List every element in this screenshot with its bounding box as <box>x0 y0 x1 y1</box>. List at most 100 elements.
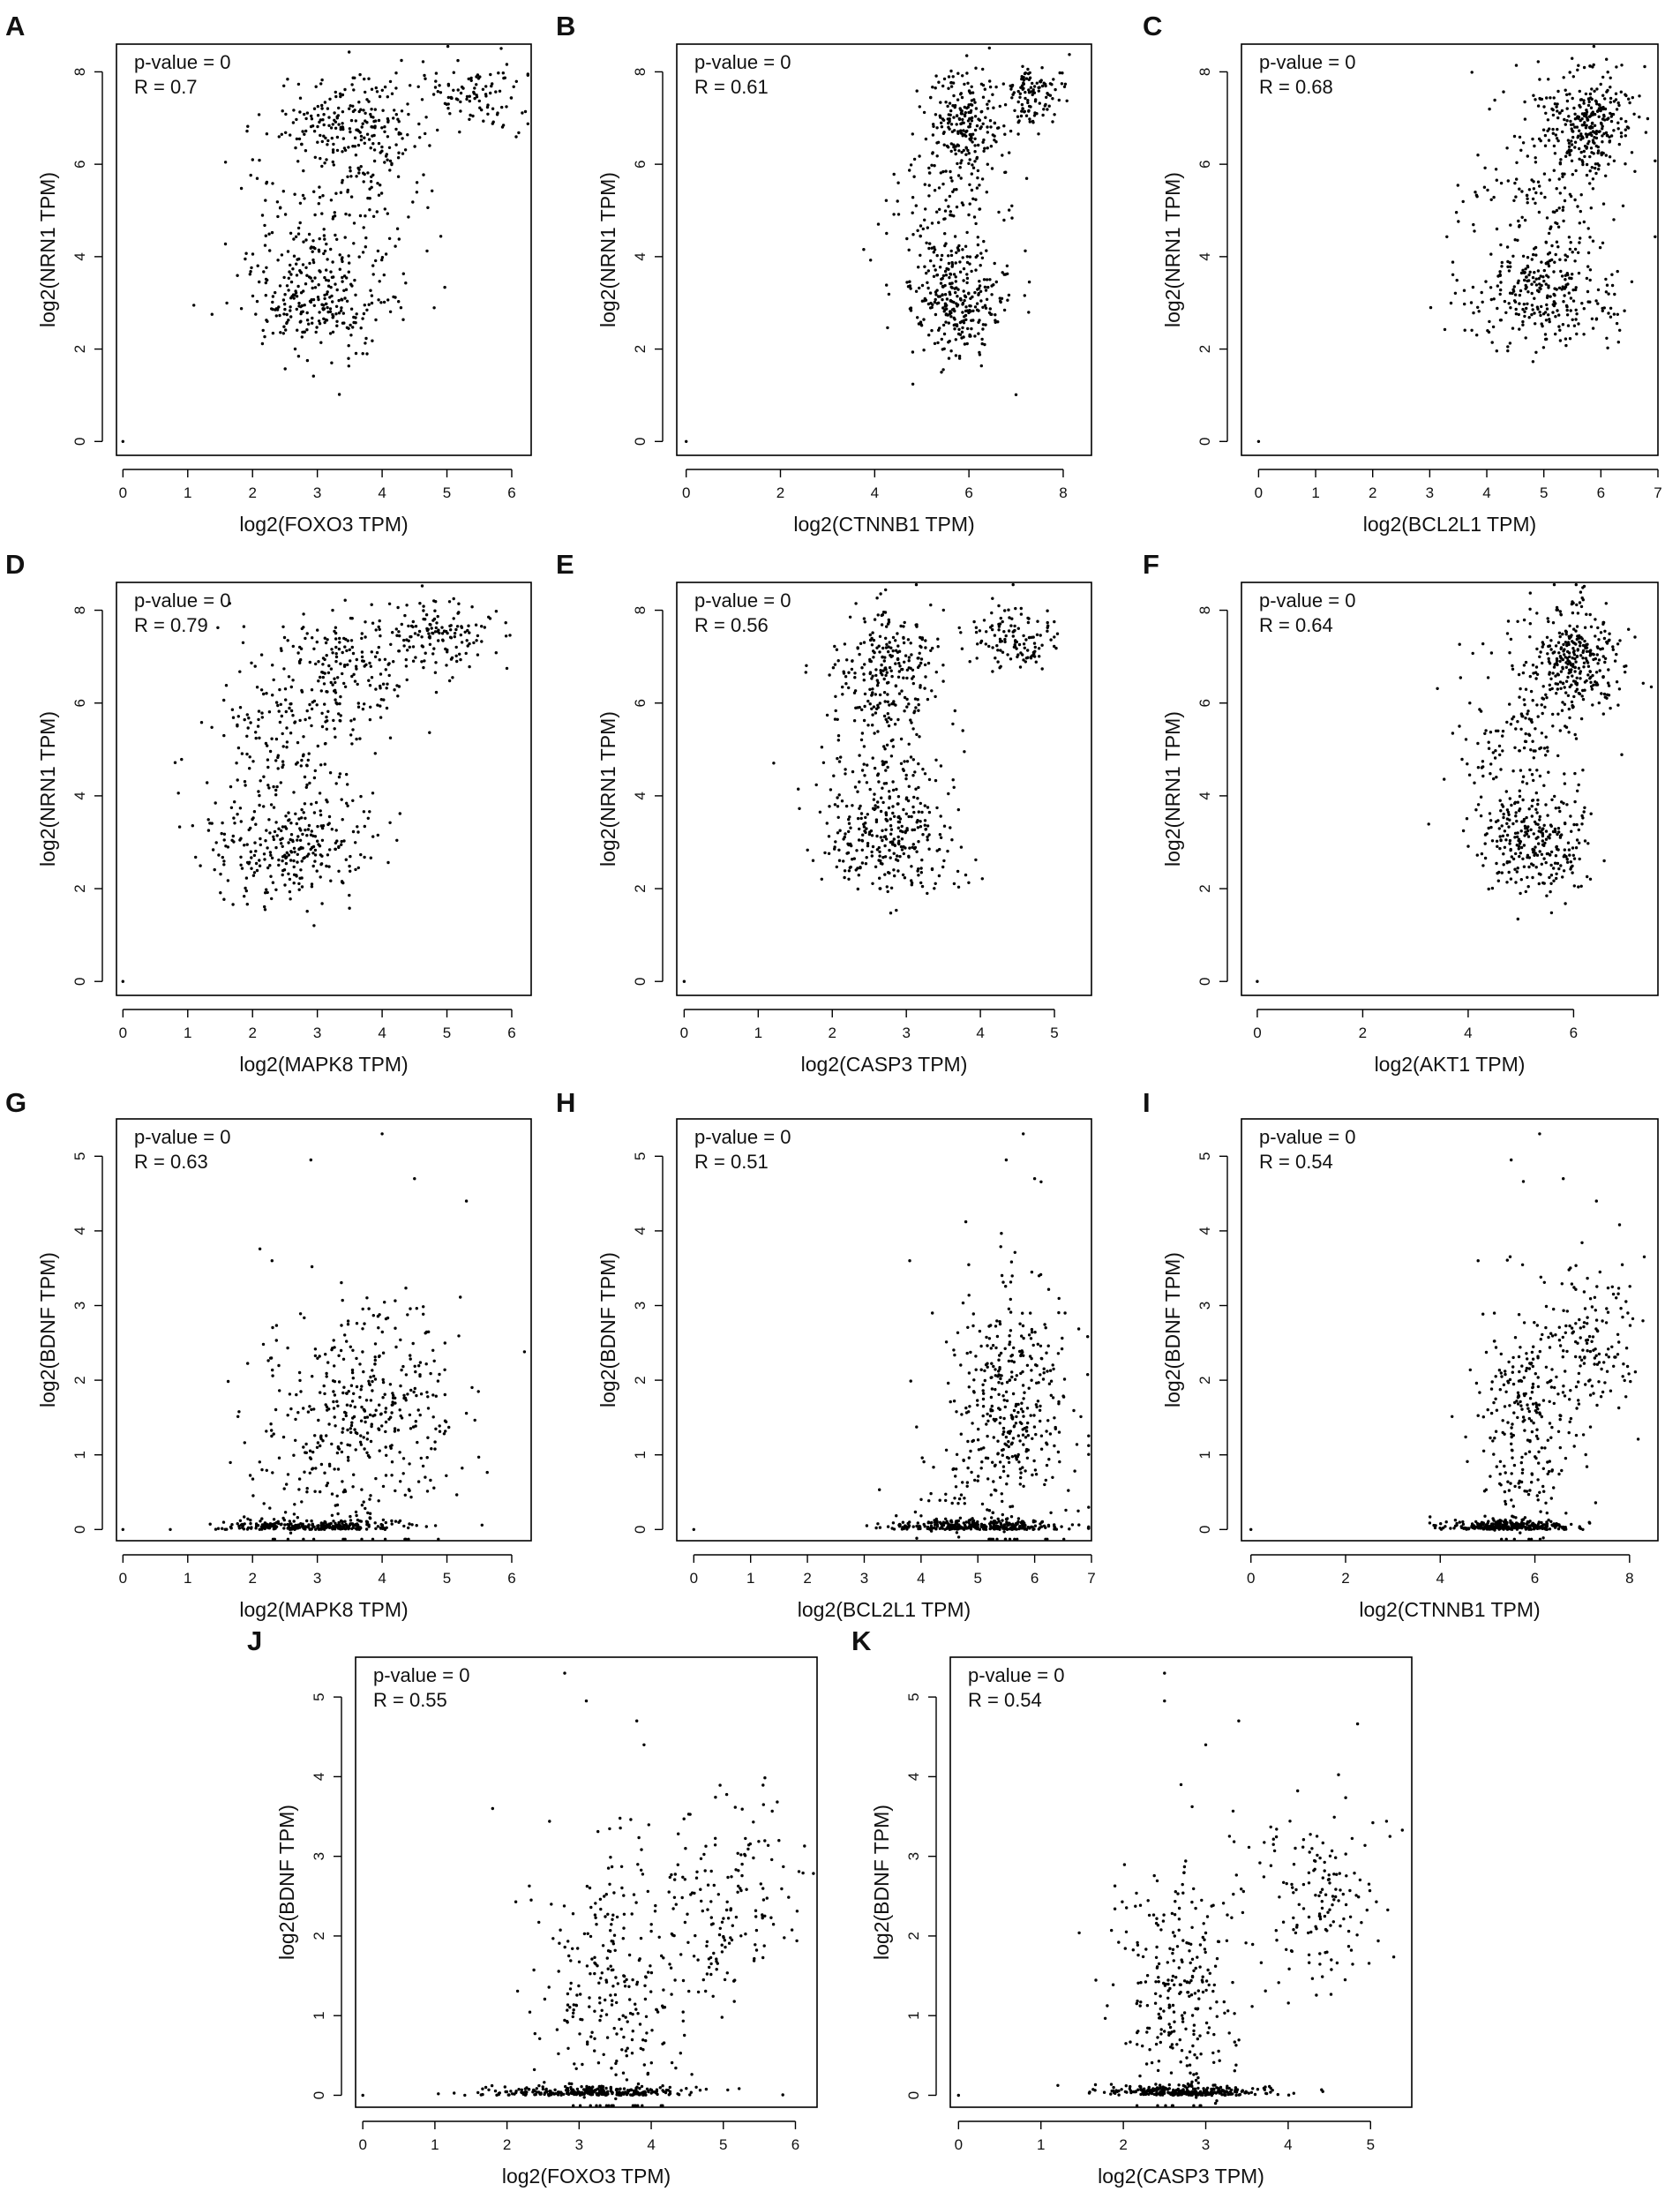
data-point <box>399 1384 402 1388</box>
data-point <box>1509 847 1512 852</box>
data-point <box>1028 120 1032 124</box>
data-point <box>969 109 973 113</box>
data-point <box>312 1407 316 1411</box>
data-point <box>403 148 408 152</box>
data-point <box>881 673 884 677</box>
data-point <box>916 229 919 232</box>
data-point <box>260 341 265 346</box>
panel-a-x-tick-label: 5 <box>443 484 451 501</box>
data-point <box>350 742 354 746</box>
data-point <box>367 303 371 306</box>
data-point <box>934 671 939 674</box>
data-point <box>1522 664 1526 667</box>
data-point <box>286 1346 289 1350</box>
data-point <box>950 308 955 311</box>
data-point <box>932 274 936 278</box>
data-point <box>1586 251 1591 255</box>
data-point <box>927 194 931 198</box>
data-point <box>248 860 251 864</box>
data-point <box>300 335 304 339</box>
data-point <box>963 82 966 86</box>
data-point <box>893 723 897 726</box>
data-point <box>1477 310 1481 313</box>
data-point <box>1511 857 1516 861</box>
data-point <box>334 631 338 635</box>
data-point <box>946 849 949 853</box>
data-point <box>246 1362 250 1365</box>
data-point <box>1525 782 1529 785</box>
data-point <box>422 173 425 176</box>
data-point <box>1511 254 1515 258</box>
data-point <box>369 112 372 116</box>
data-point <box>927 847 931 851</box>
data-point <box>1573 771 1577 776</box>
data-point <box>350 83 354 86</box>
data-point <box>319 133 322 138</box>
data-point <box>1531 739 1534 743</box>
data-point <box>1549 295 1552 298</box>
data-point <box>1505 822 1509 825</box>
data-point <box>387 236 392 240</box>
data-point <box>1551 311 1555 314</box>
data-point <box>271 182 274 185</box>
data-point <box>1568 71 1571 74</box>
data-point <box>206 818 210 822</box>
data-point <box>772 762 776 765</box>
data-point <box>1514 312 1519 316</box>
data-point <box>323 293 326 297</box>
data-point <box>1558 111 1562 115</box>
data-point <box>962 321 966 325</box>
data-point <box>340 839 343 844</box>
data-point <box>351 1348 355 1353</box>
data-point <box>396 1429 401 1432</box>
data-point <box>192 304 196 307</box>
data-point <box>1575 838 1579 842</box>
data-point <box>287 841 290 844</box>
data-point <box>1033 645 1038 649</box>
data-point <box>805 664 808 667</box>
data-point <box>950 265 954 268</box>
data-point <box>1451 260 1455 264</box>
data-point <box>912 710 916 715</box>
data-point <box>1560 288 1564 291</box>
data-point <box>860 861 865 865</box>
data-point <box>1541 834 1545 838</box>
data-point <box>1474 808 1478 812</box>
data-point <box>1539 746 1543 750</box>
data-point <box>1499 281 1503 284</box>
data-point <box>1572 694 1576 699</box>
data-point <box>991 670 994 673</box>
data-point <box>268 749 273 754</box>
data-point <box>231 903 235 906</box>
data-point <box>870 850 874 854</box>
data-point <box>1560 833 1564 837</box>
data-point <box>911 196 915 199</box>
data-point <box>448 112 452 116</box>
data-point <box>478 106 482 109</box>
data-point <box>904 846 907 850</box>
data-point <box>330 1442 334 1446</box>
data-point <box>217 853 221 857</box>
data-point <box>359 138 364 142</box>
data-point <box>938 114 942 117</box>
data-point <box>274 888 278 891</box>
data-point <box>820 746 824 749</box>
data-point <box>396 694 400 698</box>
data-point <box>896 859 900 862</box>
data-point <box>363 1322 366 1325</box>
data-point <box>1037 89 1041 93</box>
data-point <box>297 257 301 261</box>
data-point <box>1540 260 1543 264</box>
data-point <box>821 761 826 764</box>
data-point <box>1559 269 1563 274</box>
data-point <box>434 71 439 75</box>
data-point <box>1508 838 1512 843</box>
data-point <box>491 107 495 110</box>
data-point <box>871 724 874 727</box>
data-point <box>341 1391 345 1395</box>
data-point <box>285 746 289 749</box>
data-point <box>1628 101 1631 105</box>
data-point <box>397 120 401 124</box>
data-point <box>379 301 383 304</box>
